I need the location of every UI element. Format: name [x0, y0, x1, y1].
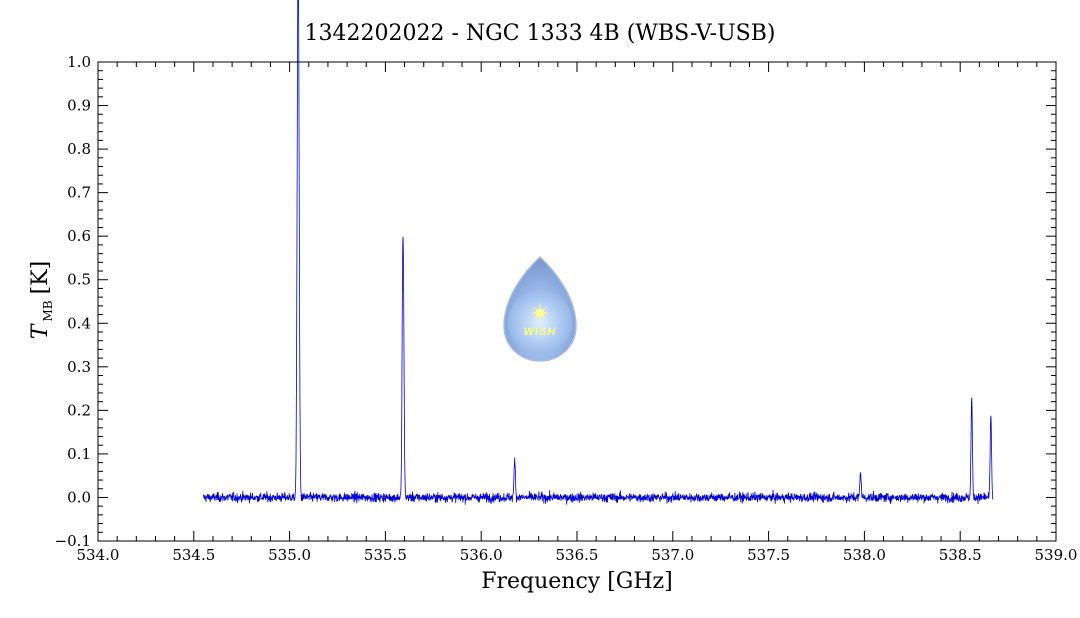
x-tick-label: 535.5	[364, 546, 407, 564]
x-tick-label: 538.5	[939, 546, 982, 564]
wish-star-icon	[530, 303, 550, 323]
y-tick-label: 0.1	[67, 445, 91, 463]
x-tick-label: 535.0	[268, 546, 311, 564]
x-tick-label: 537.5	[747, 546, 790, 564]
y-tick-marks	[98, 61, 1056, 542]
y-axis-label-unit: [K]	[28, 261, 53, 295]
x-tick-label: 534.5	[172, 546, 215, 564]
y-tick-labels: −0.1 0.0 0.1 0.2 0.3 0.4 0.5 0.6 0.7 0.8 0.9 1.0	[55, 53, 91, 550]
y-tick-label: 0.2	[67, 401, 91, 419]
y-tick-label: 0.3	[67, 358, 91, 376]
svg-text:TMB[K]: TMB [K]	[28, 261, 55, 339]
y-tick-label: 0.9	[67, 97, 91, 115]
x-tick-label: 539.0	[1035, 546, 1078, 564]
y-tick-label: 0.0	[67, 488, 91, 506]
y-tick-label: 0.5	[67, 271, 91, 289]
y-tick-label: 0.4	[67, 314, 91, 332]
plot-area: 534.0 534.5 535.0 535.5 536.0 536.5 537.0 537.5…	[55, 0, 1078, 564]
x-tick-label: 536.5	[556, 546, 599, 564]
y-axis-label: TMB [K]	[28, 261, 55, 339]
series-line-spectrum	[202, 0, 994, 505]
wish-logo-text: WISH	[524, 326, 557, 338]
y-tick-label: 0.8	[67, 140, 91, 158]
plot-frame	[97, 61, 1057, 542]
y-tick-label: 0.7	[67, 184, 91, 202]
x-tick-label: 536.0	[460, 546, 503, 564]
x-axis-label: Frequency [GHz]	[481, 569, 673, 594]
x-tick-labels: 534.0 534.5 535.0 535.5 536.0 536.5 537.0 537.5…	[77, 546, 1078, 564]
y-tick-label: 0.6	[67, 227, 91, 245]
x-tick-label: 537.0	[651, 546, 694, 564]
x-tick-label: 534.0	[77, 546, 120, 564]
y-tick-label: 1.0	[67, 53, 91, 71]
chart-title: 1342202022 - NGC 1333 4B (WBS-V-USB)	[305, 21, 776, 46]
wish-logo: WISH	[503, 255, 577, 362]
y-axis-label-symbol: T	[28, 322, 53, 339]
y-axis-label-subscript: MB	[41, 300, 55, 321]
x-tick-label: 538.0	[843, 546, 886, 564]
x-tick-marks	[97, 62, 1057, 541]
y-tick-label: −0.1	[55, 532, 91, 550]
